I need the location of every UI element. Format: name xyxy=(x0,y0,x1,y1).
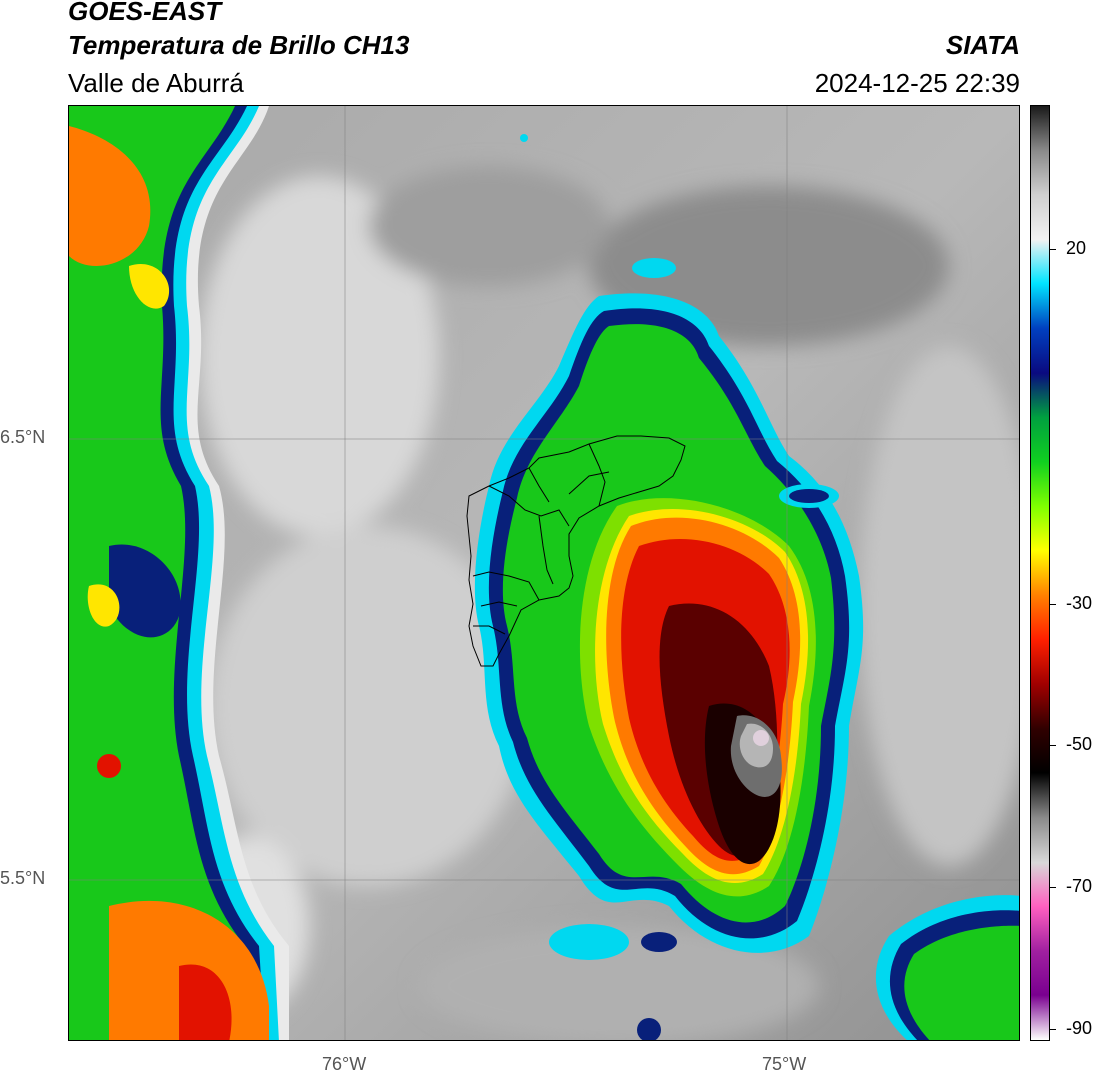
colorbar-tick xyxy=(1050,604,1056,605)
y-label-5-5n: 5.5°N xyxy=(0,868,46,888)
colorbar xyxy=(1030,105,1050,1041)
colorbar-label-neg30: -30 xyxy=(1066,593,1093,613)
colorbar-tick xyxy=(1050,249,1056,250)
colorbar-label-neg70: -70 xyxy=(1066,876,1093,896)
colorbar-label-neg50: -50 xyxy=(1066,734,1093,754)
colorbar-tick xyxy=(1050,745,1056,746)
storm-cell xyxy=(474,293,864,953)
title-timestamp: 2024-12-25 22:39 xyxy=(814,68,1020,98)
municipality-boundaries xyxy=(466,435,686,667)
x-label-76w: 76°W xyxy=(322,1054,367,1074)
satellite-map[interactable] xyxy=(68,105,1020,1041)
title-agency: SIATA xyxy=(945,30,1020,60)
colorbar-label-neg90: -90 xyxy=(1066,1018,1093,1038)
bottom-right-cloud xyxy=(875,895,1019,1040)
left-cloud-band xyxy=(69,106,289,1040)
x-label-75w: 75°W xyxy=(762,1054,807,1074)
map-svg xyxy=(69,106,1019,1040)
title-product: Temperatura de Brillo CH13 xyxy=(68,30,410,60)
colorbar-tick xyxy=(1050,1029,1056,1030)
title-region: Valle de Aburrá xyxy=(68,68,244,98)
colorbar-tick xyxy=(1050,887,1056,888)
title-satellite: GOES-EAST xyxy=(68,0,222,26)
graticule xyxy=(69,106,1019,1040)
small-cells xyxy=(520,134,839,1040)
y-label-6-5n: 6.5°N xyxy=(0,427,46,447)
colorbar-label-20: 20 xyxy=(1066,238,1087,258)
